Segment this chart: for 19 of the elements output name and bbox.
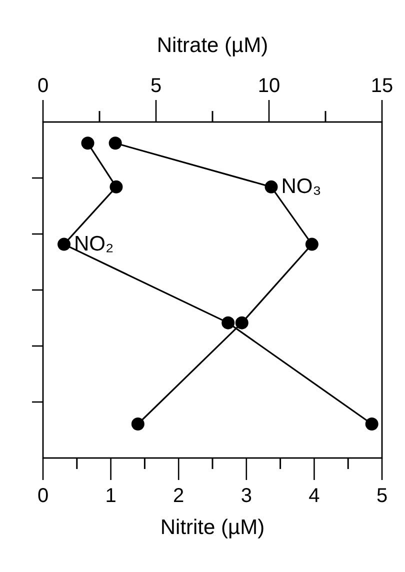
- x2-tick-label: 15: [370, 75, 394, 97]
- x-tick-label: 2: [173, 485, 184, 508]
- point: [58, 238, 71, 251]
- x-axis-title: Nitrite (µM): [160, 516, 265, 539]
- series-label: NO₃: [281, 174, 322, 198]
- x-tick-label: 4: [308, 485, 320, 508]
- point: [365, 418, 378, 430]
- x2-tick-label: 5: [150, 75, 162, 97]
- point: [110, 180, 123, 194]
- x-tick-label: 5: [376, 485, 388, 508]
- point: [222, 316, 235, 330]
- legend-label: NO₂: [74, 232, 114, 256]
- x-tick-label: 0: [37, 485, 49, 508]
- x-tick-label: 1: [105, 485, 116, 508]
- x-tick-label: 3: [240, 485, 252, 508]
- x2-tick-label: 0: [37, 75, 49, 97]
- point: [81, 136, 94, 150]
- x2-axis-title: Nitrate (µM): [156, 34, 268, 57]
- x2-tick-label: 10: [258, 75, 280, 97]
